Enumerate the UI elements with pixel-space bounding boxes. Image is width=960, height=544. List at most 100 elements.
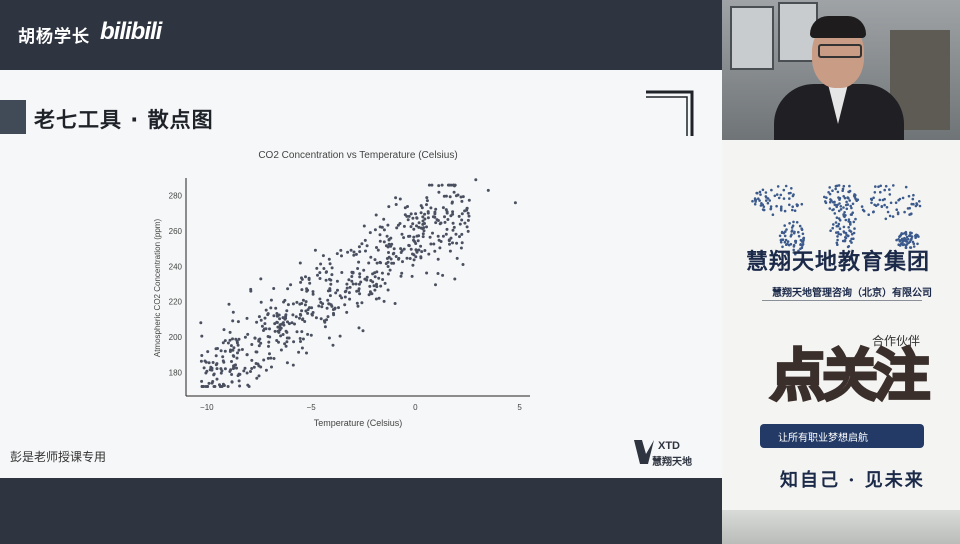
data-point — [266, 312, 270, 316]
data-point — [211, 380, 215, 383]
data-point — [375, 270, 379, 274]
data-point — [405, 256, 409, 260]
data-point — [407, 244, 411, 248]
data-point — [399, 251, 403, 254]
data-point — [363, 277, 367, 281]
map-dot — [846, 196, 849, 199]
data-point — [441, 273, 445, 277]
map-dot — [870, 201, 873, 205]
map-dot — [783, 224, 786, 227]
data-point — [307, 278, 311, 281]
data-point — [236, 343, 240, 347]
map-dot — [761, 188, 765, 192]
map-dot — [754, 200, 757, 203]
data-point — [318, 297, 322, 301]
data-point — [272, 357, 276, 360]
data-point — [375, 246, 378, 249]
x-tick-label: −5 — [307, 403, 317, 412]
map-dot — [758, 190, 762, 194]
data-point — [231, 348, 235, 352]
data-point — [347, 291, 351, 295]
data-point — [286, 303, 290, 307]
data-point — [284, 314, 288, 318]
map-dot — [790, 226, 794, 229]
data-point — [412, 258, 416, 262]
data-point — [387, 242, 391, 246]
data-point — [421, 232, 425, 236]
data-point — [436, 257, 440, 261]
data-point — [443, 220, 447, 224]
data-point — [314, 316, 318, 320]
data-point — [294, 315, 298, 319]
data-point — [215, 377, 219, 381]
data-point — [413, 240, 417, 244]
map-dot — [790, 187, 793, 190]
data-point — [297, 350, 301, 354]
map-dot — [835, 231, 838, 234]
data-point — [300, 330, 304, 334]
data-point — [275, 312, 279, 315]
data-point — [270, 365, 273, 369]
data-point — [354, 252, 358, 256]
map-dot — [801, 232, 805, 236]
map-dot — [888, 214, 892, 218]
data-point — [215, 362, 219, 366]
map-dot — [781, 245, 784, 249]
data-point — [222, 328, 226, 332]
data-point — [400, 271, 404, 275]
data-point — [283, 317, 287, 321]
data-point — [419, 244, 423, 248]
data-point — [411, 216, 415, 220]
data-point — [384, 244, 388, 248]
company-subname: 慧翔天地管理咨询（北京）有限公司 — [772, 288, 932, 299]
data-point — [298, 337, 302, 340]
data-point — [301, 318, 304, 322]
data-point — [311, 290, 315, 294]
data-point — [319, 317, 323, 321]
data-point — [393, 302, 397, 305]
map-dot — [873, 203, 876, 207]
data-point — [395, 226, 399, 230]
map-dot — [801, 242, 805, 246]
slide-footnote: 彭是老师授课专用 — [10, 450, 107, 464]
data-point — [425, 203, 428, 207]
data-point — [207, 381, 211, 385]
map-dot — [906, 207, 910, 210]
data-point — [327, 257, 331, 261]
data-point — [273, 329, 277, 333]
map-dot — [917, 235, 920, 238]
map-dot — [843, 196, 847, 200]
data-point — [200, 354, 204, 357]
data-point — [255, 376, 259, 380]
map-dot — [834, 187, 837, 191]
data-point — [385, 257, 389, 260]
data-point — [354, 282, 358, 286]
data-point — [325, 318, 328, 322]
data-point — [230, 373, 234, 376]
data-point — [279, 334, 283, 338]
data-point — [334, 291, 338, 295]
data-point — [243, 366, 247, 370]
map-dot — [847, 190, 850, 194]
data-point — [284, 329, 288, 333]
data-point — [232, 365, 236, 368]
data-point — [300, 276, 303, 280]
data-point — [460, 241, 464, 245]
data-point — [444, 232, 448, 236]
data-point — [221, 355, 225, 359]
map-dot — [892, 184, 895, 187]
data-point — [245, 316, 249, 320]
follow-sticker[interactable]: 点关注 — [752, 318, 944, 436]
map-dot — [775, 204, 778, 208]
data-point — [385, 234, 389, 238]
map-dot — [903, 231, 906, 235]
data-point — [286, 287, 290, 291]
data-point — [356, 267, 360, 270]
data-point — [358, 292, 362, 296]
data-point — [457, 214, 461, 218]
data-point — [368, 231, 372, 235]
data-point — [320, 305, 324, 309]
data-point — [460, 212, 464, 216]
data-point — [262, 358, 266, 362]
bilibili-logo: bilibili — [100, 18, 162, 45]
